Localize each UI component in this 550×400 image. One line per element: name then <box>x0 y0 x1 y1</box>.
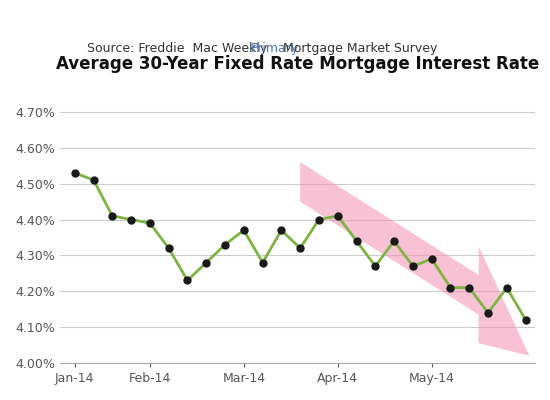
Text: Mortgage Market Survey: Mortgage Market Survey <box>275 42 437 55</box>
Text: Source: Freddie  Mac Weekly: Source: Freddie Mac Weekly <box>87 42 275 55</box>
Polygon shape <box>300 162 529 356</box>
Text: Primary: Primary <box>251 42 299 55</box>
Title: Average 30-Year Fixed Rate Mortgage Interest Rate: Average 30-Year Fixed Rate Mortgage Inte… <box>56 55 539 73</box>
